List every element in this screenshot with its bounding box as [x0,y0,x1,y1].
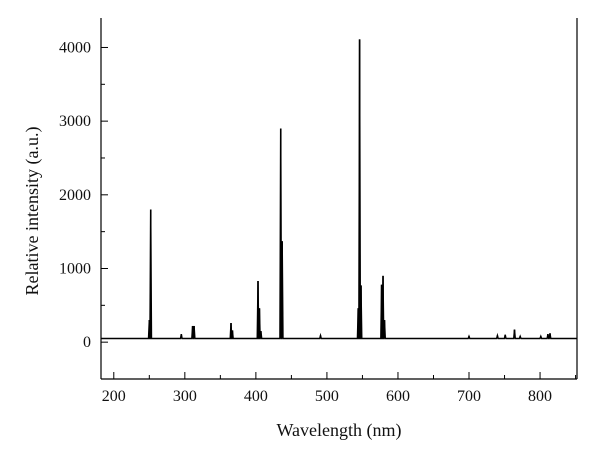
y-axis-title: Relative intensity (a.u.) [22,127,43,296]
x-tick-label: 700 [457,388,481,405]
axes [100,18,578,380]
y-axis-ticks: 0 1000 2000 3000 4000 [59,39,108,380]
x-axis-ticks: 200 300 400 500 600 700 800 [102,372,577,405]
x-tick-label: 600 [386,388,410,405]
x-axis-title: Wavelength (nm) [276,420,401,441]
y-tick-label: 3000 [59,113,91,130]
x-tick-label: 300 [173,388,197,405]
y-tick-label: 0 [83,334,91,351]
x-tick-label: 200 [102,388,126,405]
y-tick-label: 2000 [59,187,91,204]
spectrum-line-0 [101,39,577,340]
x-tick-label: 400 [244,388,268,405]
y-tick-label: 1000 [59,260,91,277]
x-tick-label: 800 [528,388,552,405]
x-tick-label: 500 [315,388,339,405]
y-tick-label: 4000 [59,39,91,56]
series-group [101,39,577,340]
